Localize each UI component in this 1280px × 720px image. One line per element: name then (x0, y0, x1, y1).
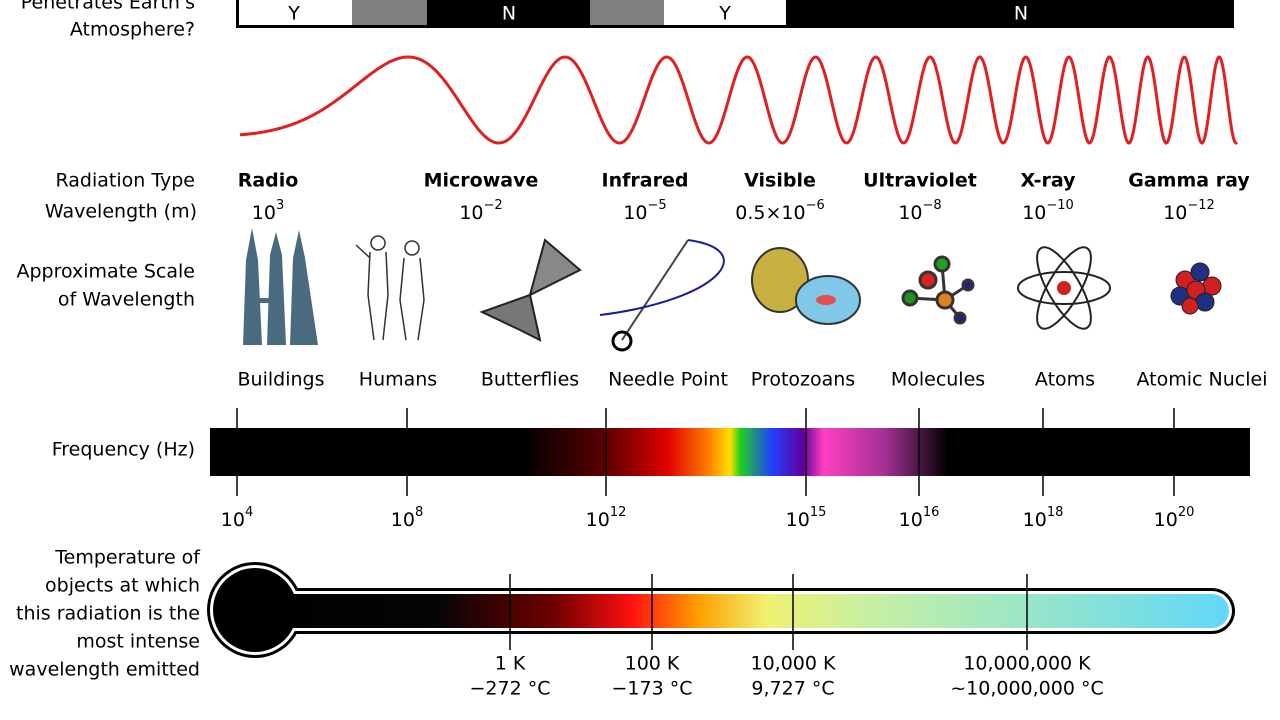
temperature-celsius: −173 °C (612, 678, 693, 700)
wavelength-base: 10 (623, 202, 647, 224)
frequency-label-base: 10 (1023, 509, 1047, 531)
radiation-type: Infrared (602, 170, 689, 192)
row-label: wavelength emitted (9, 659, 200, 681)
atmosphere-bar (236, 0, 1234, 28)
temperature-kelvin: 10,000,000 K (963, 653, 1091, 675)
temperature-celsius: 9,727 °C (751, 678, 834, 700)
radiation-type: Radio (238, 170, 299, 192)
temperature-celsius: ~10,000,000 °C (950, 678, 1104, 700)
wavelength-exp: −8 (923, 198, 942, 213)
row-label: most intense (76, 631, 200, 653)
frequency-label-base: 10 (1154, 509, 1178, 531)
segment-label: Y (718, 3, 731, 25)
frequency-label-exp: 18 (1047, 505, 1064, 520)
frequency-label: 1015 (786, 505, 827, 531)
wavelength: 10−5 (623, 198, 666, 224)
segment-label: N (502, 3, 516, 25)
segment-label: Y (287, 3, 300, 25)
frequency-label: 1016 (899, 505, 940, 531)
wavelength: 10−2 (459, 198, 502, 224)
frequency-label-base: 10 (221, 509, 245, 531)
scale-label: Humans (359, 369, 437, 391)
radiation-type: Visible (744, 170, 816, 192)
scale-label: Atomic Nuclei (1137, 369, 1268, 391)
scale-label: Needle Point (608, 369, 728, 391)
row-label: this radiation is the (16, 603, 200, 625)
frequency-label: 1018 (1023, 505, 1064, 531)
temperature-kelvin: 100 K (625, 653, 680, 675)
frequency-label: 104 (221, 505, 253, 531)
frequency-label-exp: 8 (415, 505, 423, 520)
wavelength-base: 10 (252, 202, 276, 224)
frequency-label: 1020 (1154, 505, 1195, 531)
scale-label: Atoms (1035, 369, 1095, 391)
wavelength-exp: −12 (1187, 198, 1214, 213)
wavelength: 10−12 (1163, 198, 1215, 224)
wavelength-base: 10 (1022, 202, 1046, 224)
temperature-kelvin: 1 K (495, 653, 526, 675)
frequency-label: 108 (391, 505, 423, 531)
wavelength: 10−10 (1022, 198, 1074, 224)
wavelength-exp: 3 (276, 198, 284, 213)
wavelength-base: 0.5×10 (735, 202, 805, 224)
frequency-label-base: 10 (899, 509, 923, 531)
row-label: Radiation Type (56, 170, 196, 192)
frequency-label-exp: 4 (245, 505, 253, 520)
radiation-type: Gamma ray (1128, 170, 1250, 192)
radiation-type: Microwave (424, 170, 539, 192)
wavelength-base: 10 (898, 202, 922, 224)
row-label: objects at which (45, 575, 200, 597)
frequency-label-base: 10 (391, 509, 415, 531)
temperature-kelvin: 10,000 K (751, 653, 837, 675)
wavelength-base: 10 (459, 202, 483, 224)
wavelength: 0.5×10−6 (735, 198, 825, 224)
temperature-celsius: −272 °C (470, 678, 551, 700)
thermometer (207, 562, 1235, 658)
scale-label: Molecules (891, 369, 985, 391)
row-label: Approximate Scale (16, 261, 195, 283)
frequency-label: 1012 (586, 505, 627, 531)
frequency-label-exp: 20 (1178, 505, 1195, 520)
frequency-label-exp: 12 (610, 505, 627, 520)
wavelength-exp: −10 (1046, 198, 1073, 213)
wavelength: 103 (252, 198, 284, 224)
frequency-label-base: 10 (586, 509, 610, 531)
segment-label: N (1014, 3, 1028, 25)
frequency-label-exp: 16 (923, 505, 940, 520)
wave (239, 55, 1238, 145)
atmosphere-label: Atmosphere? (70, 19, 195, 41)
row-label: Wavelength (m) (45, 201, 197, 223)
scale-label: Protozoans (751, 369, 855, 391)
row-label: Frequency (Hz) (52, 439, 195, 461)
icons (243, 228, 1222, 352)
frequency-label-exp: 15 (810, 505, 827, 520)
wavelength-exp: −5 (648, 198, 667, 213)
radiation-type: Ultraviolet (863, 170, 977, 192)
wavelength-base: 10 (1163, 202, 1187, 224)
scale-label: Buildings (238, 369, 325, 391)
wavelength-exp: −6 (806, 198, 825, 213)
radiation-type: X-ray (1021, 170, 1077, 192)
row-label: of Wavelength (58, 289, 195, 311)
row-label: Temperature of (54, 547, 201, 569)
wavelength: 10−8 (898, 198, 941, 224)
frequency-bar (210, 428, 1250, 476)
scale-label: Butterflies (481, 369, 579, 391)
atmosphere-label: Penetrates Earth's (21, 0, 195, 14)
wavelength-exp: −2 (484, 198, 503, 213)
frequency-label-base: 10 (786, 509, 810, 531)
